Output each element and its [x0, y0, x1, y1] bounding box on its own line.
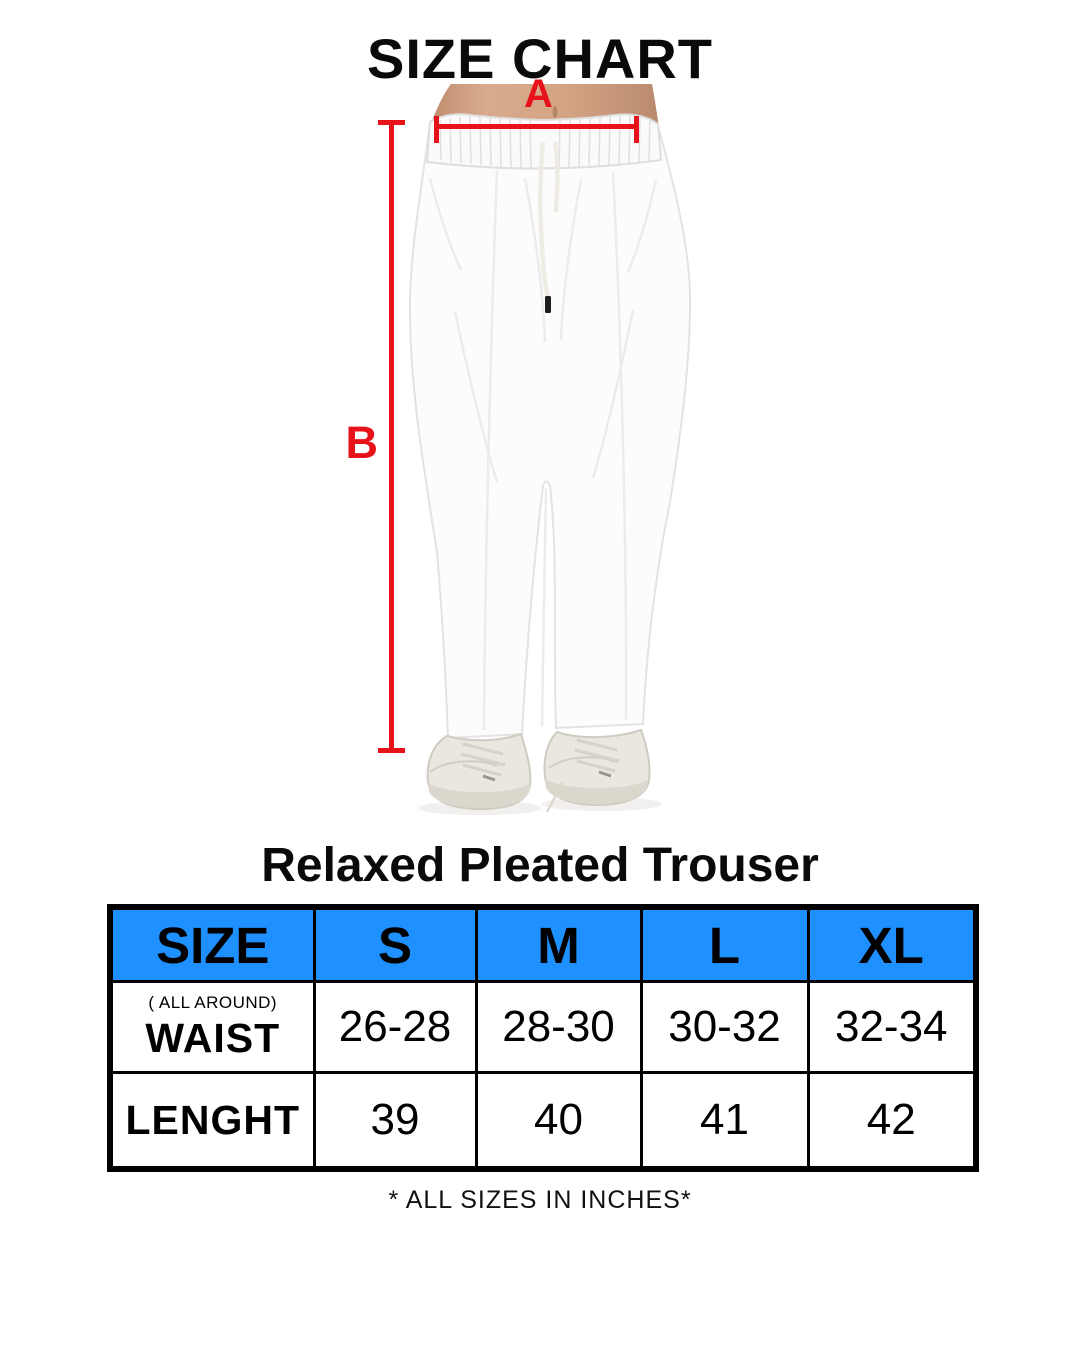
trouser-body	[408, 122, 692, 740]
length-value-xl: 42	[806, 1071, 978, 1171]
right-shoe	[543, 728, 651, 813]
waist-value-m: 28-30	[474, 980, 643, 1074]
length-measure-tick-top	[378, 120, 405, 125]
waist-measure-line	[437, 124, 638, 129]
waist-measure-tick-left	[434, 116, 439, 143]
size-table: SIZE S M L XL ( ALL AROUND) WAIST 26-28 …	[107, 904, 979, 1172]
left-laces	[460, 742, 506, 777]
header-cell-l: L	[639, 905, 810, 983]
length-label-cell: LENGHT	[108, 1071, 316, 1171]
trouser-photo	[408, 84, 692, 815]
length-measure-label: B	[345, 417, 379, 468]
product-figure: A B	[345, 72, 692, 815]
right-laces	[574, 738, 620, 773]
length-measure-line	[389, 122, 394, 752]
length-value-s: 39	[312, 1071, 478, 1171]
length-value-l: 41	[639, 1071, 810, 1171]
fabric-creases	[428, 169, 658, 731]
header-cell-m: M	[474, 905, 643, 983]
header-cell-s: S	[312, 905, 478, 983]
length-value-m: 40	[474, 1071, 643, 1171]
header-cell-size: SIZE	[108, 905, 316, 983]
left-shoe	[426, 732, 532, 811]
waistband	[425, 113, 663, 170]
product-name: Relaxed Pleated Trouser	[261, 839, 819, 892]
length-measure-tick-bottom	[378, 748, 405, 753]
table-row-waist: ( ALL AROUND) WAIST 26-28 28-30 30-32 32…	[108, 980, 978, 1074]
waist-value-l: 30-32	[639, 980, 810, 1074]
waist-label: WAIST	[145, 1014, 281, 1061]
waist-measure-tick-right	[634, 116, 639, 143]
sizes-unit-note: * ALL SIZES IN INCHES*	[388, 1186, 692, 1214]
waist-measure-label: A	[524, 72, 553, 116]
table-row-length: LENGHT 39 40 41 42	[108, 1071, 978, 1171]
length-label: LENGHT	[125, 1096, 301, 1143]
size-table-header-row: SIZE S M L XL	[108, 905, 978, 983]
waist-label-cell: ( ALL AROUND) WAIST	[108, 980, 316, 1074]
header-cell-xl: XL	[806, 905, 978, 983]
waist-value-xl: 32-34	[806, 980, 978, 1074]
waist-sublabel: ( ALL AROUND)	[148, 992, 278, 1012]
drawstring	[538, 141, 560, 313]
page-title: SIZE CHART	[367, 27, 713, 90]
waist-value-s: 26-28	[312, 980, 478, 1074]
